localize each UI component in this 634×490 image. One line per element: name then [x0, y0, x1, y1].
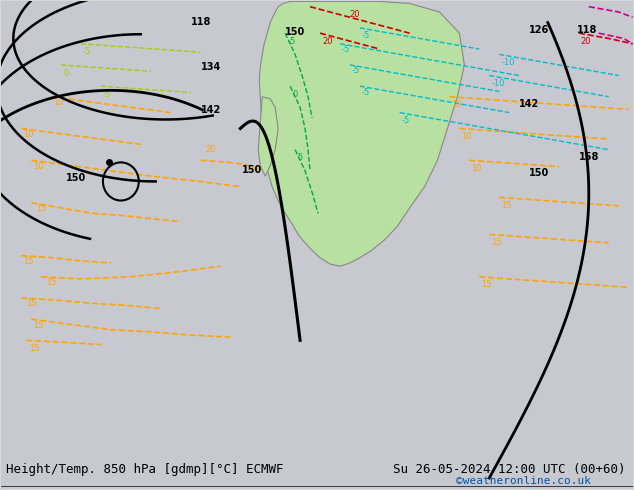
- Text: 10: 10: [23, 130, 34, 139]
- Text: 10: 10: [33, 162, 44, 171]
- Text: 10: 10: [471, 164, 482, 173]
- Text: Height/Temp. 850 hPa [gdmp][°C] ECMWF: Height/Temp. 850 hPa [gdmp][°C] ECMWF: [6, 463, 284, 476]
- Text: 150: 150: [66, 173, 86, 183]
- Text: 10: 10: [451, 100, 462, 109]
- Text: 158: 158: [579, 152, 599, 162]
- Text: ©weatheronline.co.uk: ©weatheronline.co.uk: [456, 476, 592, 486]
- Text: -5: -5: [103, 90, 111, 98]
- Text: -10: -10: [491, 79, 505, 88]
- Text: 150: 150: [529, 168, 549, 178]
- Text: 20: 20: [350, 10, 360, 19]
- Text: 0: 0: [292, 90, 297, 98]
- Text: Su 26-05-2024 12:00 UTC (00+60): Su 26-05-2024 12:00 UTC (00+60): [393, 463, 626, 476]
- Text: -5: -5: [362, 88, 370, 97]
- Text: 142: 142: [519, 99, 540, 109]
- Text: 15: 15: [33, 320, 44, 330]
- Text: -5: -5: [401, 116, 410, 125]
- Text: 15: 15: [29, 344, 40, 353]
- Polygon shape: [259, 1, 464, 266]
- Text: 15: 15: [481, 280, 492, 290]
- Text: 15: 15: [23, 257, 34, 266]
- Text: 15: 15: [491, 238, 501, 247]
- Text: 126: 126: [529, 25, 549, 35]
- Text: -5: -5: [352, 67, 360, 75]
- Text: 118: 118: [191, 17, 211, 26]
- Polygon shape: [258, 97, 278, 176]
- Text: 15: 15: [36, 204, 47, 213]
- Text: 150: 150: [285, 27, 306, 37]
- Text: 15: 15: [501, 201, 512, 210]
- Text: 10: 10: [53, 98, 63, 107]
- Text: -5: -5: [342, 45, 350, 54]
- Text: 0: 0: [63, 69, 68, 77]
- Text: -10: -10: [501, 58, 515, 67]
- Text: -5: -5: [362, 31, 370, 41]
- Text: 15: 15: [46, 278, 56, 287]
- Text: 20: 20: [205, 145, 216, 154]
- Text: 20: 20: [322, 37, 332, 46]
- Text: -5: -5: [287, 37, 295, 46]
- Text: 15: 15: [26, 299, 37, 308]
- Text: 142: 142: [200, 104, 221, 115]
- Text: 20: 20: [581, 37, 592, 46]
- Text: 118: 118: [577, 25, 597, 35]
- Text: 134: 134: [200, 62, 221, 72]
- Text: 10: 10: [462, 132, 472, 141]
- Text: 150: 150: [242, 165, 262, 175]
- Text: -5: -5: [83, 48, 91, 56]
- Text: 5: 5: [297, 153, 302, 162]
